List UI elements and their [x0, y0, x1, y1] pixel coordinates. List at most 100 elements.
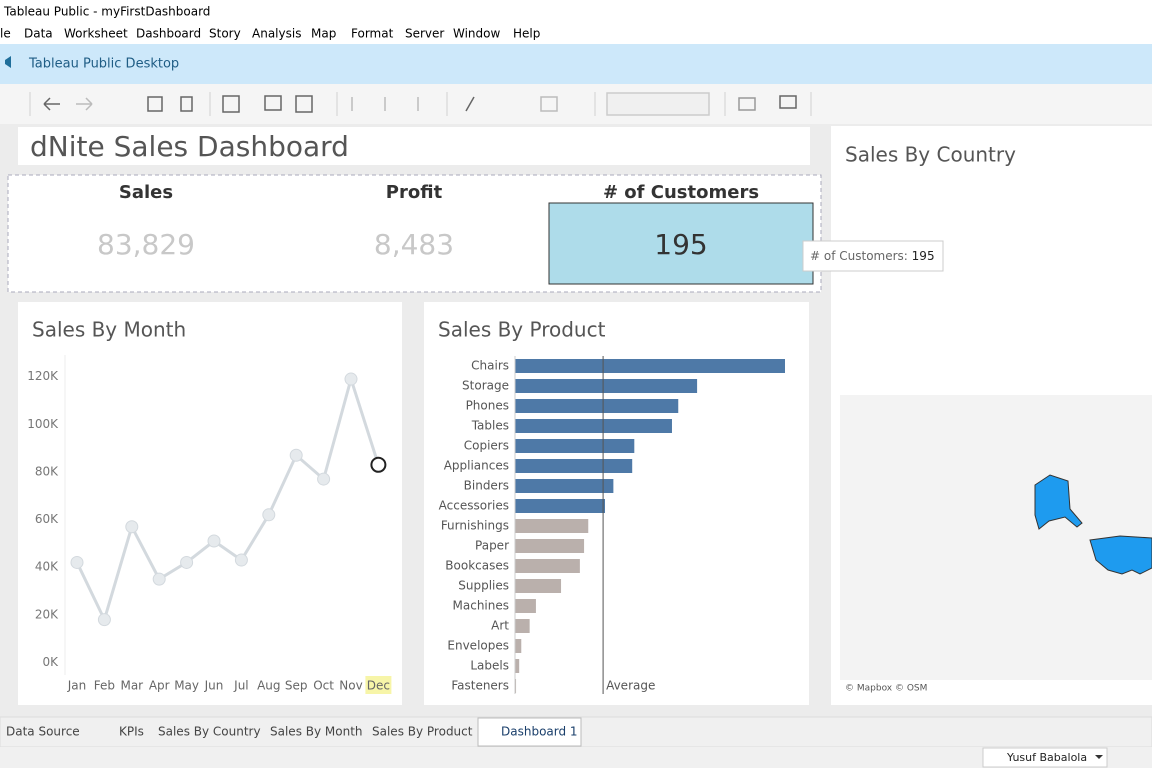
point[interactable] — [370, 456, 387, 473]
bar[interactable] — [515, 519, 589, 533]
tooltip-text: # of Customers: 195 — [810, 249, 935, 263]
menu-item[interactable]: Format — [351, 27, 394, 41]
category-label: Labels — [470, 659, 509, 673]
x-tick-label: Oct — [313, 679, 334, 693]
kpi-value: 83,829 — [97, 228, 195, 261]
map-alaska[interactable] — [1034, 474, 1083, 530]
map-usa[interactable] — [1089, 535, 1152, 575]
bar[interactable] — [515, 419, 672, 433]
point[interactable] — [207, 534, 221, 548]
bar[interactable] — [515, 499, 605, 513]
user-box[interactable] — [982, 747, 1108, 768]
point[interactable] — [180, 555, 194, 569]
x-tick-label: Sep — [285, 679, 308, 693]
tab[interactable]: Data Source — [6, 725, 80, 739]
y-tick-label: 0K — [42, 655, 59, 669]
x-tick-label: May — [174, 679, 199, 693]
point[interactable] — [317, 472, 331, 486]
user-dropdown[interactable] — [1095, 755, 1103, 759]
point[interactable] — [344, 372, 358, 386]
active-tab — [477, 717, 582, 747]
x-tick-label: Nov — [339, 679, 362, 693]
tab[interactable]: Dashboard 1 — [501, 725, 578, 739]
category-label: Appliances — [444, 459, 509, 473]
banner — [0, 44, 1152, 84]
category-label: Envelopes — [447, 639, 509, 653]
category-label: Tables — [471, 419, 509, 433]
point[interactable] — [125, 520, 139, 534]
title-panel — [18, 127, 810, 165]
tab[interactable]: Sales By Month — [270, 725, 363, 739]
kpi-selection[interactable] — [548, 202, 814, 285]
x-tick-label: Jun — [204, 679, 224, 693]
category-label: Machines — [453, 599, 509, 613]
y-tick-label: 120K — [27, 369, 59, 383]
kpi-label: Profit — [386, 182, 443, 203]
category-label: Chairs — [471, 359, 509, 373]
dashboard-title: dNite Sales Dashboard — [30, 130, 349, 163]
highlight — [365, 676, 392, 694]
category-label: Accessories — [439, 499, 509, 513]
menu-item[interactable]: Server — [405, 27, 444, 41]
menu-item[interactable]: Dashboard — [136, 27, 201, 41]
menu-item[interactable]: Help — [513, 27, 540, 41]
x-tick-label: Jan — [67, 679, 87, 693]
point[interactable] — [70, 555, 84, 569]
bar[interactable] — [515, 539, 585, 553]
category-label: Paper — [475, 539, 509, 553]
bar[interactable] — [515, 559, 580, 573]
user-name[interactable]: Yusuf Babalola — [1006, 751, 1087, 764]
bar[interactable] — [515, 379, 698, 393]
chart-title: Sales By Month — [32, 318, 186, 342]
category-label: Phones — [466, 399, 509, 413]
x-tick-label: Aug — [257, 679, 280, 693]
menu-item[interactable]: Story — [209, 27, 241, 41]
menu-item[interactable]: Window — [453, 27, 501, 41]
category-label: Storage — [462, 379, 509, 393]
toolbar-icons[interactable] — [29, 92, 812, 116]
banner-text[interactable]: Tableau Public Desktop — [28, 57, 179, 72]
kpi-label: # of Customers — [603, 182, 759, 203]
tab[interactable]: Sales By Product — [372, 725, 473, 739]
bar[interactable] — [515, 479, 614, 493]
bar[interactable] — [515, 599, 536, 613]
tab[interactable]: KPIs — [119, 725, 144, 739]
bar[interactable] — [515, 399, 679, 413]
kpi-value: 195 — [654, 228, 707, 261]
bar[interactable] — [515, 679, 517, 693]
point[interactable] — [262, 508, 276, 522]
bar[interactable] — [515, 459, 633, 473]
point[interactable] — [289, 448, 303, 462]
category-label: Copiers — [464, 439, 509, 453]
line-panel — [18, 302, 402, 705]
bar[interactable] — [515, 579, 562, 593]
y-tick-label: 60K — [35, 512, 59, 526]
point[interactable] — [152, 572, 166, 586]
point[interactable] — [97, 613, 111, 627]
title-bar — [0, 0, 1152, 44]
line — [75, 373, 380, 624]
category-label: Supplies — [458, 579, 509, 593]
menu-item[interactable]: le — [0, 27, 11, 41]
menu-item[interactable]: Analysis — [252, 27, 301, 41]
bar[interactable] — [515, 639, 522, 653]
kpi-label: Sales — [119, 182, 173, 203]
menu-item[interactable]: Data — [24, 27, 53, 41]
reference-label: Average — [606, 679, 655, 693]
status-bar — [0, 747, 1152, 768]
y-tick-label: 80K — [35, 464, 59, 478]
bar[interactable] — [515, 439, 635, 453]
bar[interactable] — [515, 619, 530, 633]
bar[interactable] — [515, 359, 785, 373]
tab[interactable]: Sales By Country — [158, 725, 261, 739]
chart-title: Sales By Product — [438, 318, 606, 342]
point[interactable] — [234, 553, 248, 567]
kpi-value: 8,483 — [374, 228, 454, 261]
y-tick-label: 100K — [27, 417, 59, 431]
x-tick-label: Jul — [233, 679, 248, 693]
bar[interactable] — [515, 659, 520, 673]
menu-item[interactable]: Worksheet — [64, 27, 128, 41]
menu-item[interactable]: Map — [311, 27, 336, 41]
